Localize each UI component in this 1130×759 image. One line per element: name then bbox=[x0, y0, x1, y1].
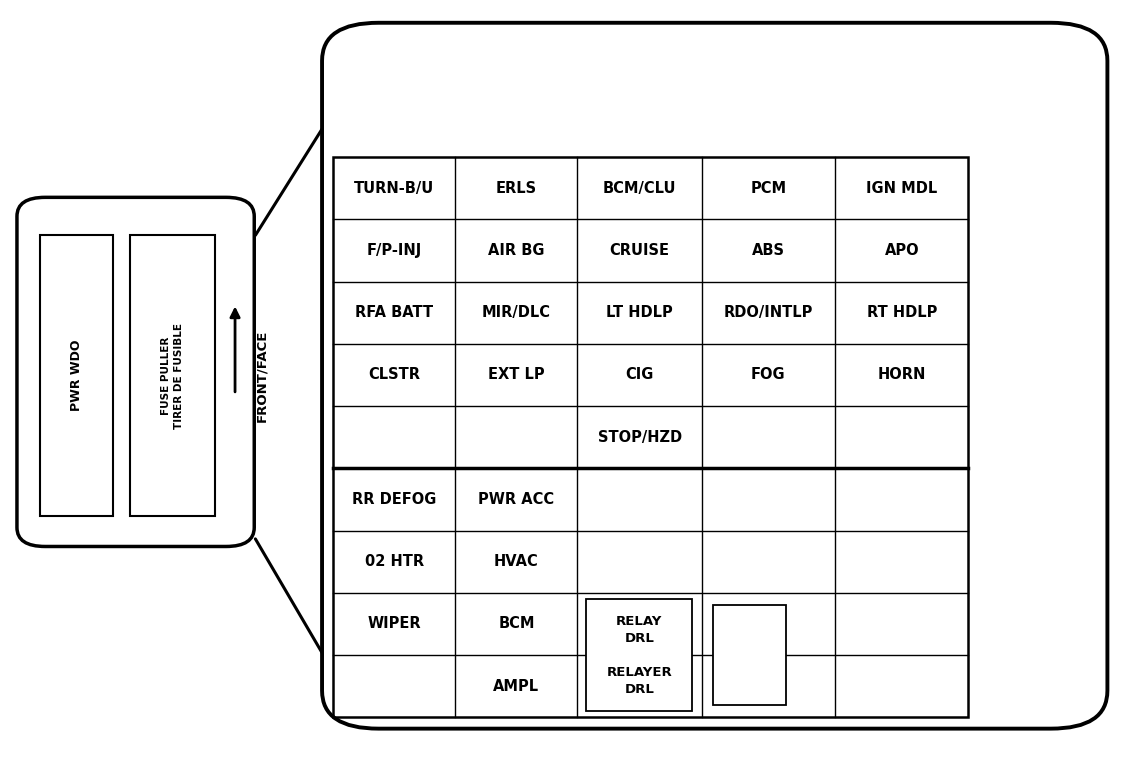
Text: BCM/CLU: BCM/CLU bbox=[602, 181, 677, 196]
Text: ERLS: ERLS bbox=[496, 181, 537, 196]
Text: FRONT/FACE: FRONT/FACE bbox=[255, 329, 269, 422]
Text: WIPER: WIPER bbox=[367, 616, 421, 631]
Bar bbox=[586, 599, 692, 711]
Text: AMPL: AMPL bbox=[494, 679, 539, 694]
Text: ABS: ABS bbox=[751, 243, 785, 258]
Text: CRUISE: CRUISE bbox=[609, 243, 670, 258]
Text: RFA BATT: RFA BATT bbox=[355, 305, 434, 320]
Text: 02 HTR: 02 HTR bbox=[365, 554, 424, 569]
Text: STOP/HZD: STOP/HZD bbox=[598, 430, 681, 445]
FancyBboxPatch shape bbox=[17, 197, 254, 546]
Text: RT HDLP: RT HDLP bbox=[867, 305, 937, 320]
Text: AIR BG: AIR BG bbox=[488, 243, 545, 258]
Text: PWR ACC: PWR ACC bbox=[478, 492, 555, 507]
Text: F/P-INJ: F/P-INJ bbox=[367, 243, 421, 258]
Text: HVAC: HVAC bbox=[494, 554, 539, 569]
Text: MIR/DLC: MIR/DLC bbox=[481, 305, 551, 320]
Text: TURN-B/U: TURN-B/U bbox=[354, 181, 435, 196]
Text: PCM: PCM bbox=[750, 181, 786, 196]
Text: LT HDLP: LT HDLP bbox=[606, 305, 673, 320]
Bar bbox=[333, 157, 968, 717]
Text: APO: APO bbox=[885, 243, 919, 258]
Text: RDO/INTLP: RDO/INTLP bbox=[723, 305, 814, 320]
Text: HORN: HORN bbox=[878, 367, 925, 383]
Text: IGN MDL: IGN MDL bbox=[866, 181, 938, 196]
Text: FUSE PULLER
TIRER DE FUSIBLE: FUSE PULLER TIRER DE FUSIBLE bbox=[162, 323, 183, 429]
FancyBboxPatch shape bbox=[322, 23, 1107, 729]
Bar bbox=[713, 605, 786, 705]
Bar bbox=[40, 235, 113, 516]
Text: RELAY
DRL

RELAYER
DRL: RELAY DRL RELAYER DRL bbox=[607, 615, 672, 695]
Text: PWR WDO: PWR WDO bbox=[70, 340, 82, 411]
Text: CLSTR: CLSTR bbox=[368, 367, 420, 383]
Text: EXT LP: EXT LP bbox=[488, 367, 545, 383]
Text: FOG: FOG bbox=[751, 367, 785, 383]
Bar bbox=[130, 235, 215, 516]
Text: BCM: BCM bbox=[498, 616, 534, 631]
Text: RR DEFOG: RR DEFOG bbox=[353, 492, 436, 507]
Text: CIG: CIG bbox=[625, 367, 654, 383]
